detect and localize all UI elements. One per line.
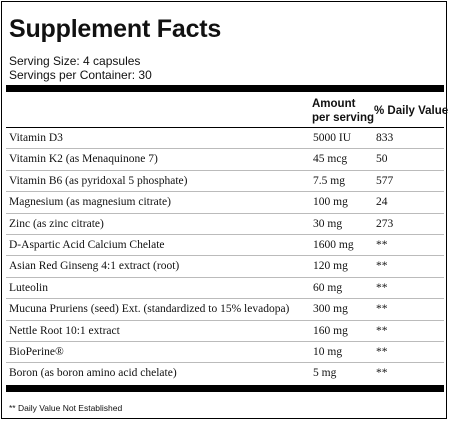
table-row: Vitamin D3 5000 IU 833	[6, 128, 444, 150]
table-row: Magnesium (as magnesium citrate) 100 mg …	[6, 192, 444, 214]
nutrient-amount: 5000 IU	[313, 132, 352, 144]
nutrient-daily-value: 833	[376, 132, 394, 144]
nutrient-daily-value: **	[376, 238, 388, 251]
nutrient-amount: 7.5 mg	[313, 174, 345, 187]
nutrient-daily-value: **	[376, 324, 388, 337]
nutrient-name: Boron (as boron amino acid chelate)	[9, 367, 177, 380]
servings-per-container: Servings per Container: 30	[9, 68, 152, 82]
table-row: Vitamin K2 (as Menaquinone 7) 45 mcg 50	[6, 149, 444, 171]
nutrient-amount: 45 mcg	[313, 153, 348, 166]
nutrient-daily-value: 50	[376, 153, 388, 166]
nutrient-name: Mucuna Pruriens (seed) Ext. (standardize…	[9, 303, 290, 316]
nutrient-name: Luteolin	[9, 281, 48, 294]
table-row: Luteolin 60 mg **	[6, 278, 444, 300]
nutrient-daily-value: **	[376, 367, 388, 380]
nutrient-amount: 160 mg	[313, 324, 348, 337]
nutrient-daily-value: 577	[376, 174, 394, 187]
amount-column-header: Amount per serving	[312, 97, 374, 125]
daily-value-column-header: % Daily Value	[374, 105, 449, 117]
nutrient-name: Magnesium (as magnesium citrate)	[9, 196, 171, 209]
daily-value-footnote: ** Daily Value Not Established	[9, 403, 123, 413]
nutrient-name: BioPerine®	[9, 345, 64, 358]
nutrient-daily-value: **	[376, 281, 388, 294]
nutrient-daily-value: **	[376, 260, 388, 273]
table-row: Zinc (as zinc citrate) 30 mg 273	[6, 214, 444, 235]
nutrient-daily-value: 24	[376, 196, 388, 209]
nutrient-amount: 5 mg	[313, 367, 337, 380]
table-row: BioPerine® 10 mg **	[6, 342, 444, 364]
nutrient-name: D-Aspartic Acid Calcium Chelate	[9, 238, 165, 251]
nutrient-amount: 1600 mg	[313, 238, 354, 251]
amount-header-line1: Amount	[312, 98, 356, 110]
nutrient-amount: 60 mg	[313, 281, 343, 294]
nutrient-amount: 120 mg	[313, 260, 348, 273]
nutrient-name: Vitamin K2 (as Menaquinone 7)	[9, 153, 158, 166]
nutrient-daily-value: 273	[376, 217, 394, 230]
nutrient-amount: 30 mg	[313, 217, 343, 230]
nutrient-amount: 100 mg	[313, 196, 348, 209]
nutrient-name: Zinc (as zinc citrate)	[9, 217, 104, 230]
top-divider-bar	[6, 85, 444, 92]
table-row: Nettle Root 10:1 extract 160 mg **	[6, 321, 444, 342]
nutrient-daily-value: **	[376, 345, 388, 358]
bottom-divider-bar	[6, 385, 444, 392]
table-row: Boron (as boron amino acid chelate) 5 mg…	[6, 363, 444, 384]
nutrient-name: Asian Red Ginseng 4:1 extract (root)	[9, 260, 180, 273]
table-row: Vitamin B6 (as pyridoxal 5 phosphate) 7.…	[6, 171, 444, 193]
table-row: D-Aspartic Acid Calcium Chelate 1600 mg …	[6, 235, 444, 257]
nutrient-name: Nettle Root 10:1 extract	[9, 324, 120, 337]
nutrient-daily-value: **	[376, 303, 388, 316]
amount-header-line2: per serving	[312, 112, 374, 124]
nutrient-name: Vitamin D3	[9, 132, 63, 144]
nutrient-amount: 300 mg	[313, 303, 348, 316]
nutrient-table: Vitamin D3 5000 IU 833 Vitamin K2 (as Me…	[6, 128, 444, 385]
header-divider	[6, 127, 444, 128]
nutrient-name: Vitamin B6 (as pyridoxal 5 phosphate)	[9, 174, 188, 187]
nutrient-amount: 10 mg	[313, 345, 343, 358]
serving-size: Serving Size: 4 capsules	[9, 54, 141, 68]
table-row: Asian Red Ginseng 4:1 extract (root) 120…	[6, 256, 444, 278]
table-row: Mucuna Pruriens (seed) Ext. (standardize…	[6, 299, 444, 321]
panel-title: Supplement Facts	[9, 15, 222, 43]
